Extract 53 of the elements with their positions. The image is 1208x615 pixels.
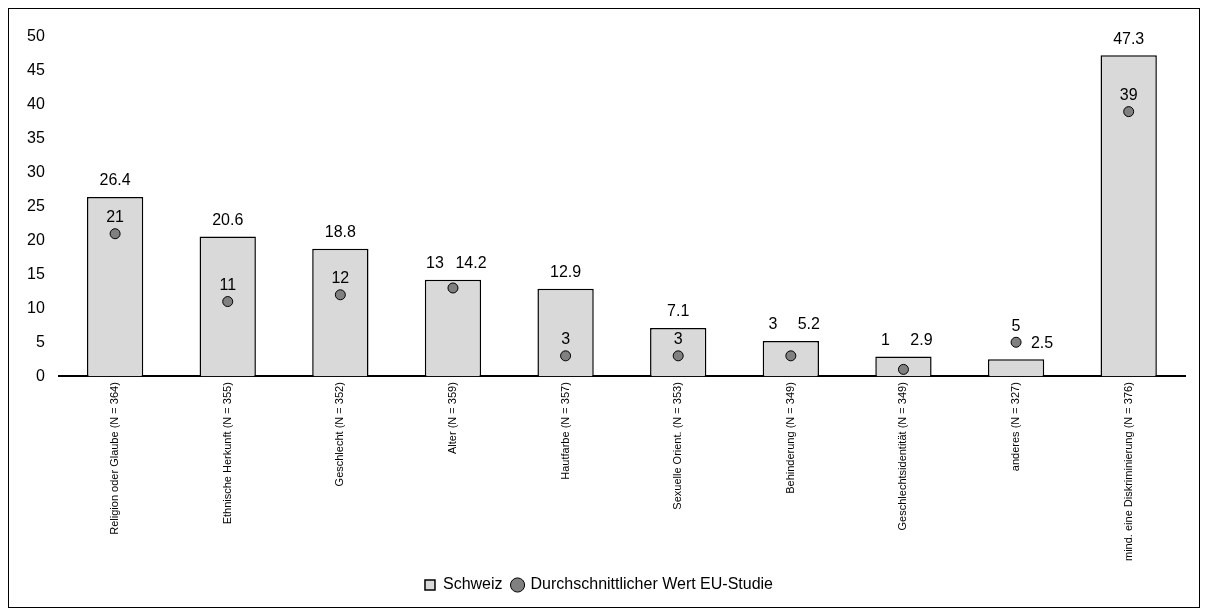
legend-label: Schweiz (442, 575, 503, 593)
point (1123, 106, 1135, 118)
point (1010, 336, 1022, 348)
y-tick-label: 45 (27, 61, 45, 79)
data-label: 20.6 (212, 210, 244, 228)
x-tick-label: Geschlecht (N = 352) (333, 382, 346, 487)
x-tick-label: Religion oder Glaube (N = 364) (108, 382, 121, 535)
x-tick-label: Geschlechtsidentität (N = 349) (896, 382, 909, 531)
data-label: 11 (219, 275, 237, 293)
data-label: 1 (881, 330, 890, 348)
data-label: 26.4 (99, 171, 131, 189)
data-label: 12.9 (550, 263, 582, 281)
data-label: 13 (426, 254, 444, 272)
y-tick-label: 35 (27, 129, 45, 147)
data-label: 3 (561, 330, 571, 348)
point (560, 350, 572, 362)
y-tick-label: 15 (27, 264, 45, 282)
data-label: 39 (1119, 86, 1138, 104)
y-tick-label: 30 (27, 163, 45, 181)
data-label: 18.8 (324, 223, 357, 241)
data-label: 12 (331, 269, 350, 287)
data-label: 2.5 (1030, 333, 1054, 351)
point (785, 350, 797, 362)
y-tick-label: 25 (27, 197, 45, 214)
data-label: 5.2 (797, 315, 821, 333)
data-label: 14.2 (455, 254, 487, 272)
point (334, 289, 346, 301)
legend-label: Durchschnittlicher Wert EU-Studie (530, 575, 774, 593)
x-tick-label: Hautfarbe (N = 357) (558, 382, 571, 480)
point (447, 282, 459, 294)
x-tick-label: Ethnische Herkunft (N = 355) (220, 382, 233, 525)
data-label: 3 (768, 315, 778, 333)
y-tick-label: 0 (35, 366, 45, 384)
data-label: 7.1 (667, 302, 690, 320)
x-tick-label: anderes (N = 327) (1009, 382, 1022, 472)
x-tick-label: mind. eine Diskriminierung (N = 376) (1121, 382, 1134, 562)
point (672, 350, 684, 362)
x-tick-label: Behinderung (N = 349) (783, 382, 796, 494)
x-tick-label: Sexuelle Orient. (N = 353) (671, 382, 684, 510)
point (897, 363, 909, 375)
data-label: 3 (673, 330, 683, 348)
data-label: 47.3 (1113, 29, 1145, 47)
x-tick-label: Alter (N = 359) (446, 382, 458, 455)
data-label: 21 (106, 208, 125, 226)
point (109, 228, 121, 240)
y-tick-label: 50 (27, 27, 45, 45)
y-tick-label: 20 (27, 230, 45, 248)
y-tick-label: 40 (27, 95, 45, 113)
y-tick-label: 5 (35, 332, 45, 350)
y-tick-label: 10 (27, 298, 45, 316)
point (222, 296, 234, 308)
data-label: 2.9 (910, 330, 933, 348)
data-label: 5 (1011, 316, 1021, 334)
